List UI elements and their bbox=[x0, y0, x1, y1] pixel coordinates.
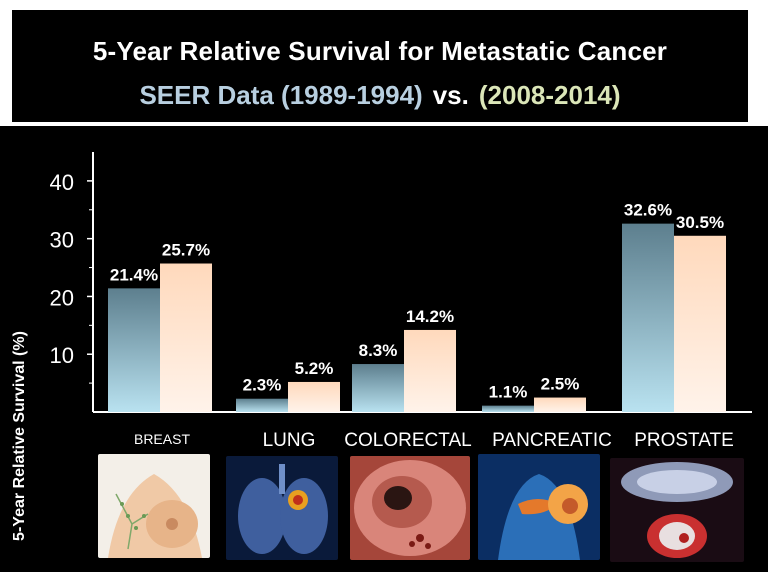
y-tick-label: 10 bbox=[50, 343, 74, 368]
bar-2008-2014-prostate bbox=[674, 235, 726, 412]
chart-panel: 5-Year Relative Survival (%) 10 20 30 40 21.… bbox=[0, 126, 768, 572]
bar-2008-2014-colorectal bbox=[404, 329, 456, 412]
data-label: 2.5% bbox=[541, 375, 580, 394]
prostate-image bbox=[610, 458, 744, 562]
bar-seer-1989-1994-pancreatic bbox=[482, 405, 534, 412]
bar-2008-2014-lung bbox=[288, 381, 340, 412]
lung-image bbox=[226, 456, 338, 560]
legend-series-b: (2008-2014) bbox=[478, 80, 621, 110]
category-label-pancreatic: PANCREATIC bbox=[492, 430, 612, 451]
colorectal-image bbox=[350, 456, 470, 560]
category-label-breast: BREAST bbox=[134, 431, 190, 447]
data-label: 5.2% bbox=[295, 359, 334, 378]
chart-subtitle: SEER Data (1989-1994) vs. (2008-2014) bbox=[12, 80, 748, 111]
data-label: 14.2% bbox=[406, 307, 454, 326]
data-label: 8.3% bbox=[359, 341, 398, 360]
breast-image bbox=[98, 454, 210, 558]
bar-seer-1989-1994-colorectal bbox=[352, 364, 404, 412]
bar-2008-2014-pancreatic bbox=[534, 397, 586, 412]
title-panel: 5-Year Relative Survival for Metastatic … bbox=[12, 10, 748, 122]
bar-seer-1989-1994-lung bbox=[236, 398, 288, 412]
category-label-prostate: PROSTATE bbox=[634, 430, 734, 451]
data-label: 25.7% bbox=[162, 241, 210, 260]
data-label: 21.4% bbox=[110, 265, 158, 284]
data-label: 1.1% bbox=[489, 383, 528, 402]
bar-seer-1989-1994-prostate bbox=[622, 223, 674, 412]
data-label: 32.6% bbox=[624, 201, 672, 220]
y-tick-label: 20 bbox=[50, 285, 74, 310]
pancreatic-image bbox=[478, 454, 600, 560]
chart-title: 5-Year Relative Survival for Metastatic … bbox=[92, 36, 668, 66]
data-label: 30.5% bbox=[676, 213, 724, 232]
data-label: 2.3% bbox=[243, 376, 282, 395]
bar-2008-2014-breast bbox=[160, 263, 212, 412]
category-label-lung: LUNG bbox=[263, 430, 316, 451]
category-label-colorectal: COLORECTAL bbox=[344, 430, 471, 451]
bar-chart: 10 20 30 40 21.4%25.7% BREAST 2.3% 5.2% LUNG 8.3%… bbox=[50, 152, 752, 451]
bottom-strip bbox=[0, 572, 768, 576]
bar-seer-1989-1994-breast bbox=[108, 288, 160, 412]
legend-series-a: SEER Data (1989-1994) bbox=[139, 80, 423, 110]
y-tick-label: 30 bbox=[50, 228, 74, 253]
y-tick-label: 40 bbox=[50, 170, 74, 195]
legend-vs: vs. bbox=[432, 80, 469, 110]
